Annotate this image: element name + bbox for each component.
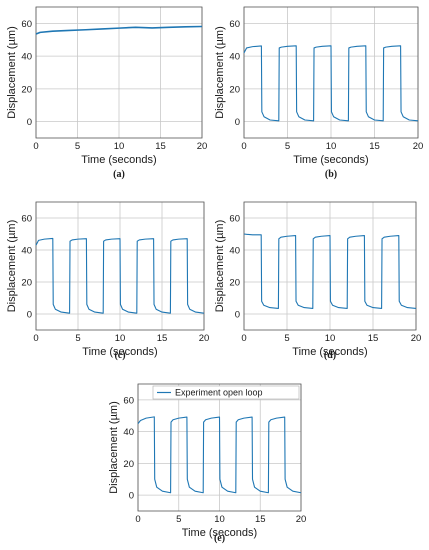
y-axis-label: Displacement (µm): [6, 220, 18, 313]
x-tick-label: 0: [33, 141, 38, 152]
x-tick-label: 0: [33, 333, 38, 344]
x-tick-label: 5: [285, 141, 290, 152]
y-tick-label: 40: [229, 246, 240, 257]
x-tick-label: 20: [411, 333, 422, 344]
plot-frame: [137, 383, 302, 512]
panel-label: (d): [323, 350, 337, 361]
x-axis-label: Time (seconds): [293, 154, 368, 166]
x-tick-label: 10: [214, 514, 225, 525]
plot-frame: [243, 6, 419, 139]
legend-label: Experiment open loop: [175, 388, 263, 398]
y-tick-label: 40: [21, 246, 32, 257]
x-axis-label: Time (seconds): [81, 154, 156, 166]
chart-panel: 0 5 10 15 20 0 20 40 60 Time (seconds) Displacemen…: [214, 6, 424, 166]
x-tick-label: 20: [413, 141, 424, 152]
panel-label: (b): [324, 169, 338, 180]
x-tick-label: 15: [255, 514, 266, 525]
y-tick-label: 0: [129, 491, 134, 502]
y-tick-label: 60: [21, 214, 32, 225]
x-tick-label: 5: [176, 514, 181, 525]
y-tick-label: 60: [123, 395, 134, 406]
x-tick-label: 10: [115, 333, 126, 344]
y-tick-label: 20: [21, 278, 32, 289]
x-tick-label: 20: [296, 514, 307, 525]
legend-box: [152, 385, 300, 400]
series-line: [243, 233, 417, 309]
plot-frame: [35, 201, 205, 331]
panel-label: (c): [114, 350, 126, 361]
chart-panel: 0 5 10 15 20 0 20 40 60 Time (seconds) Displacemen…: [214, 201, 422, 358]
y-tick-label: 40: [21, 52, 32, 63]
x-tick-label: 0: [241, 333, 246, 344]
x-tick-label: 10: [114, 141, 125, 152]
y-axis-label: Displacement (µm): [108, 401, 120, 494]
y-tick-label: 20: [123, 459, 134, 470]
chart-panel: 0 5 10 15 20 0 20 40 60 Time (seconds) Displacemen…: [6, 201, 210, 358]
x-axis-label: Time (seconds): [82, 346, 157, 358]
x-tick-label: 5: [75, 333, 80, 344]
x-axis-label: Time (seconds): [182, 527, 257, 539]
plot-frame: [35, 6, 203, 139]
y-axis-label: Displacement (µm): [6, 26, 18, 119]
series-line: [35, 25, 203, 35]
y-tick-label: 60: [229, 19, 240, 30]
y-tick-label: 0: [27, 117, 32, 128]
x-tick-label: 0: [135, 514, 140, 525]
x-tick-label: 15: [369, 141, 380, 152]
y-tick-label: 60: [21, 19, 32, 30]
y-tick-label: 0: [27, 310, 32, 321]
series-line: [35, 237, 205, 314]
x-tick-label: 10: [326, 141, 337, 152]
y-tick-label: 20: [229, 84, 240, 95]
y-tick-label: 20: [21, 84, 32, 95]
x-tick-label: 5: [75, 141, 80, 152]
x-tick-label: 15: [368, 333, 379, 344]
y-axis-label: Displacement (µm): [214, 220, 226, 313]
x-tick-label: 20: [199, 333, 210, 344]
y-tick-label: 40: [229, 52, 240, 63]
chart-panel: 0 5 10 15 20 0 20 40 60 Time (seconds) Displacemen…: [108, 383, 307, 539]
y-tick-label: 0: [235, 117, 240, 128]
x-tick-label: 5: [284, 333, 289, 344]
series-line: [137, 416, 302, 494]
series-line: [243, 45, 419, 122]
x-tick-label: 20: [197, 141, 208, 152]
x-tick-label: 0: [241, 141, 246, 152]
x-tick-label: 10: [325, 333, 336, 344]
y-tick-label: 20: [229, 278, 240, 289]
plot-frame: [243, 201, 417, 331]
y-tick-label: 40: [123, 427, 134, 438]
y-tick-label: 60: [229, 214, 240, 225]
x-axis-label: Time (seconds): [292, 346, 367, 358]
y-tick-label: 0: [235, 310, 240, 321]
chart-panel: 0 5 10 15 20 0 20 40 60 Time (seconds) Displacemen…: [6, 6, 208, 166]
x-tick-label: 15: [157, 333, 168, 344]
y-axis-label: Displacement (µm): [214, 26, 226, 119]
panel-label: (e): [213, 533, 226, 544]
x-tick-label: 15: [155, 141, 166, 152]
panel-label: (a): [113, 169, 125, 180]
